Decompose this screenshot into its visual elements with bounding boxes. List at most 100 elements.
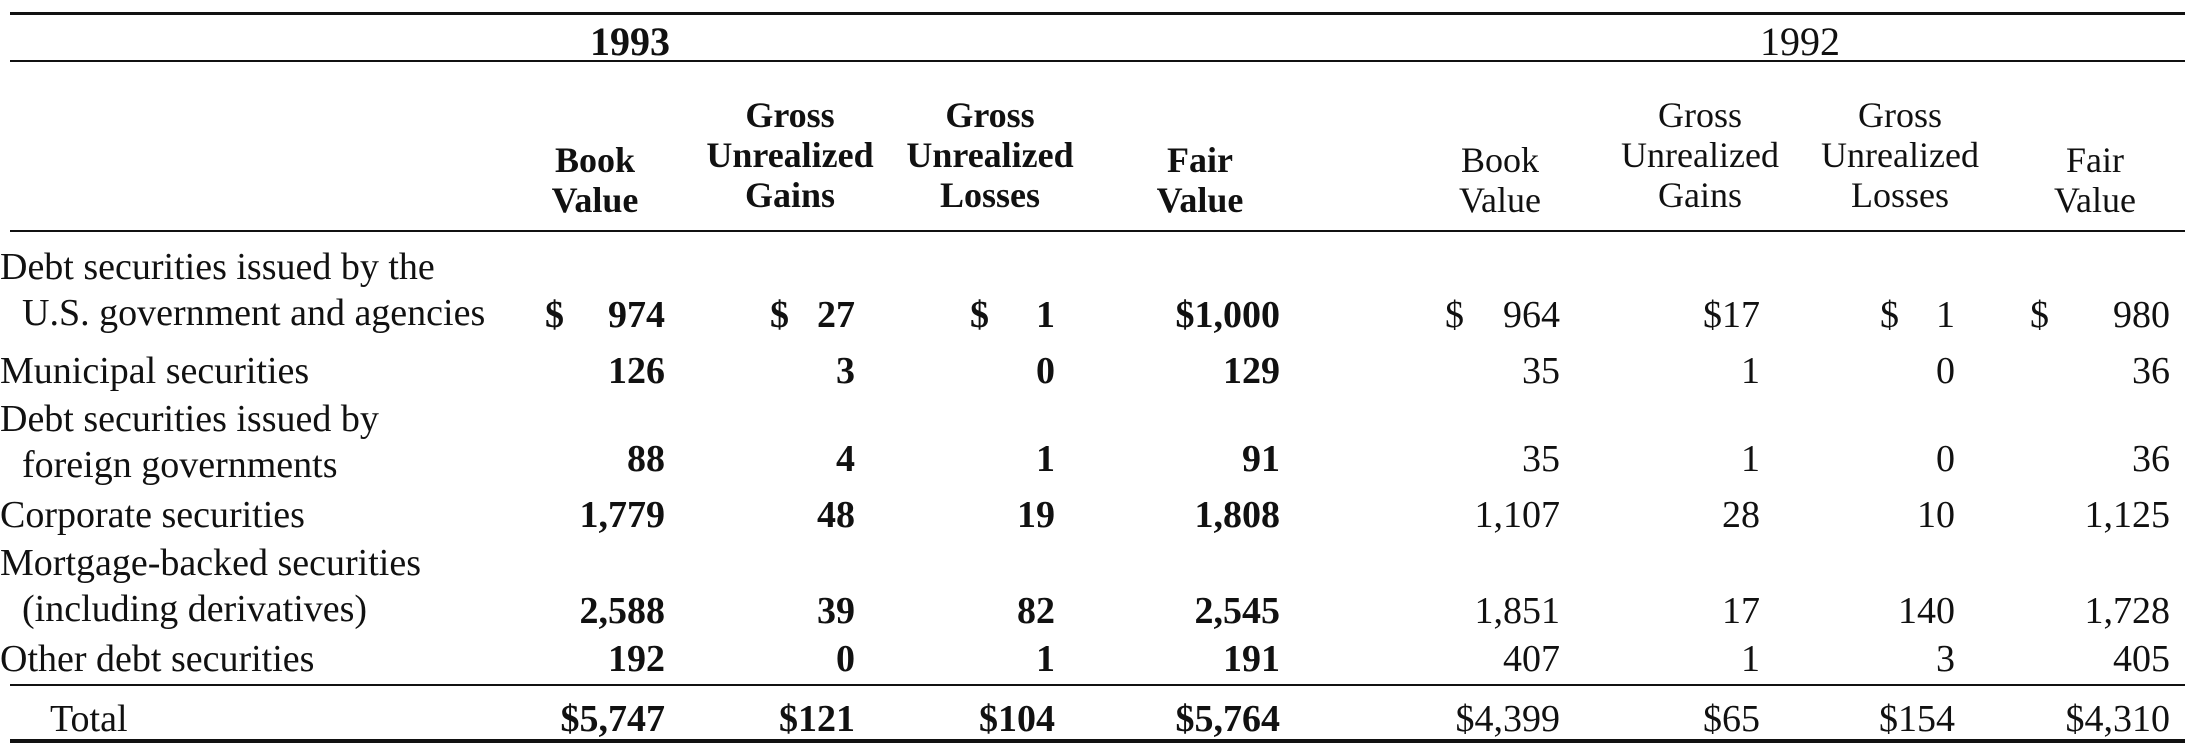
row-label-line: Debt securities issued by the: [0, 246, 435, 288]
cell-value: 1,107: [1474, 494, 1561, 536]
cell-value: 10: [1917, 494, 1955, 536]
cell-gross-losses-1992: 0: [1880, 440, 1955, 480]
cell-value: 1: [1741, 438, 1760, 480]
row-label-corporate: Corporate securities: [0, 496, 305, 534]
cell-fair-value-1992: 1,125: [2030, 496, 2171, 536]
header-line: Gross: [1657, 95, 1742, 135]
header-line: Losses: [1851, 175, 1949, 215]
total-gross-losses-1992: $154: [1879, 698, 1955, 740]
cell-value: 48: [817, 494, 855, 536]
currency-symbol: $: [1880, 294, 1899, 336]
row-label-total: Total: [50, 698, 128, 740]
cell-value: 191: [1223, 638, 1280, 680]
cell-value: 980: [2113, 294, 2170, 336]
cell-gross-losses-1993: 19: [970, 496, 1055, 536]
cell-value: 407: [1503, 638, 1560, 680]
row-label-line: Debt securities issued by: [0, 398, 379, 440]
cell-value: 2,545: [1194, 590, 1281, 632]
col-header-gross-losses-1992: Gross Unrealized Losses: [1800, 95, 2000, 215]
cell-value: 1,808: [1194, 494, 1281, 536]
year-1992-heading: 1992: [1760, 19, 1840, 64]
row-label-line: Municipal securities: [0, 350, 310, 392]
cell-value: 36: [2132, 438, 2170, 480]
cell-value: 1,728: [2084, 590, 2171, 632]
currency-symbol: $: [2030, 294, 2049, 336]
cell-gross-gains-1992: 1: [1680, 640, 1760, 680]
cell-value: 140: [1898, 590, 1955, 632]
cell-gross-losses-1992: 0: [1880, 352, 1955, 392]
header-line: Book: [554, 140, 636, 180]
year-1993-heading: 1993: [590, 19, 670, 64]
row-label-line: foreign governments: [22, 444, 338, 486]
header-line: Gross: [945, 95, 1035, 135]
col-header-book-value-1992: Book Value: [1410, 140, 1590, 220]
cell-fair-value-1993: 91: [1140, 440, 1280, 480]
cell-value: 4: [836, 438, 855, 480]
col-header-gross-gains-1992: Gross Unrealized Gains: [1600, 95, 1800, 215]
cell-gross-losses-1992: 10: [1880, 496, 1955, 536]
row-label-other-debt: Other debt securities: [0, 640, 314, 678]
cell-value: 0: [1936, 438, 1955, 480]
total-gross-gains-1992: $65: [1680, 700, 1760, 740]
cell-gross-losses-1993: $1: [970, 296, 1055, 336]
cell-fair-value-1992: 405: [2030, 640, 2170, 680]
total-rule: [10, 684, 2185, 686]
header-line: Losses: [939, 175, 1041, 215]
total-gross-gains-1993: $121: [770, 700, 855, 740]
row-label-mortgage-backed: Mortgage-backed securities (including de…: [0, 544, 421, 628]
cell-value: 0: [1036, 350, 1055, 392]
cell-value: $121: [779, 698, 855, 740]
header-line: Fair: [2066, 140, 2124, 180]
total-fair-value-1993: $5,764: [1140, 700, 1281, 740]
total-fair-value-1992: $4,310: [2030, 700, 2171, 740]
cell-fair-value-1992: $980: [2030, 296, 2170, 336]
cell-gross-losses-1992: 3: [1880, 640, 1955, 680]
cell-gross-gains-1993: 39: [770, 592, 855, 632]
header-line: Gross: [1857, 95, 1942, 135]
cell-gross-losses-1993: 1: [970, 640, 1055, 680]
cell-gross-gains-1993: $27: [770, 296, 855, 336]
col-header-fair-value-1992: Fair Value: [2020, 140, 2170, 220]
currency-symbol: $: [545, 294, 564, 336]
currency-symbol: $: [770, 294, 789, 336]
header-line: Value: [1459, 180, 1541, 220]
cell-value: 3: [836, 350, 855, 392]
cell-fair-value-1993: 1,808: [1140, 494, 1281, 536]
header-line: Value: [2054, 180, 2136, 220]
row-label-line: Corporate securities: [0, 494, 305, 536]
cell-value: 17: [1722, 590, 1760, 632]
col-header-book-value-1993: Book Value: [505, 140, 685, 220]
header-line: Unrealized: [706, 135, 874, 175]
cell-gross-losses-1993: 82: [970, 592, 1055, 632]
cell-value: 1: [1036, 294, 1055, 336]
total-book-value-1993: $5,747: [545, 700, 666, 740]
cell-gross-gains-1992: $17: [1680, 296, 1760, 336]
cell-book-value-1992: 1,107: [1445, 494, 1561, 536]
header-line: Book: [1460, 140, 1539, 180]
cell-value: 27: [817, 294, 855, 336]
header-line: Gross: [745, 95, 835, 135]
header-line: Value: [551, 180, 639, 220]
cell-gross-gains-1992: 28: [1680, 496, 1760, 536]
cell-fair-value-1992: 36: [2030, 352, 2170, 392]
cell-fair-value-1992: 1,728: [2030, 590, 2171, 632]
cell-gross-losses-1992: $1: [1880, 296, 1955, 336]
cell-value: 974: [608, 294, 665, 336]
cell-value: $154: [1879, 698, 1955, 740]
header-line: Unrealized: [1621, 135, 1779, 175]
bottom-rule: [10, 739, 2185, 743]
cell-value: 1: [1036, 638, 1055, 680]
total-book-value-1992: $4,399: [1445, 700, 1561, 740]
header-rule: [10, 230, 2185, 232]
cell-book-value-1992: 35: [1445, 352, 1560, 392]
cell-value: 0: [836, 638, 855, 680]
cell-gross-gains-1992: 1: [1680, 440, 1760, 480]
header-line: Gains: [744, 175, 836, 215]
cell-value: 1: [1741, 638, 1760, 680]
col-header-gross-losses-1993: Gross Unrealized Losses: [890, 95, 1090, 215]
row-label-municipal: Municipal securities: [0, 352, 309, 390]
cell-gross-gains-1992: 17: [1680, 592, 1760, 632]
year-rule: [10, 60, 2185, 62]
cell-gross-gains-1992: 1: [1680, 352, 1760, 392]
header-line: Gains: [1658, 175, 1742, 215]
